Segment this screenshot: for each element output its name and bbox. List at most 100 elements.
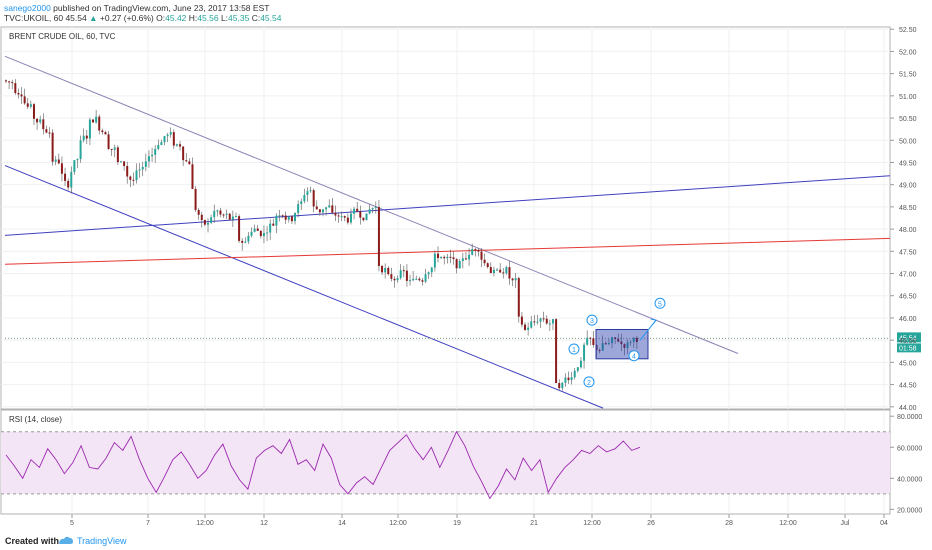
candle-body xyxy=(570,377,573,381)
candle-body xyxy=(511,278,514,281)
last-price-badge xyxy=(897,332,921,343)
candle-body xyxy=(452,257,455,260)
price-tick-label: 50.50 xyxy=(899,116,917,123)
candle-body xyxy=(371,208,374,210)
candle-body xyxy=(160,142,163,145)
open-value: O:45.42 xyxy=(156,13,187,23)
candle-body xyxy=(294,213,297,222)
wave-label: 1 xyxy=(572,347,576,354)
candle-body xyxy=(632,337,635,342)
candle-body xyxy=(614,337,617,339)
candle-body xyxy=(381,265,384,273)
candle-body xyxy=(635,337,638,343)
candle-body xyxy=(318,209,321,213)
time-tick-label: 19 xyxy=(453,520,461,527)
candle-body xyxy=(356,208,359,212)
candle-body xyxy=(297,204,300,214)
candle-body xyxy=(349,213,352,223)
candle-body xyxy=(573,370,576,378)
time-tick-label: Jul xyxy=(841,520,850,527)
author-link[interactable]: sanego2000 xyxy=(4,3,51,13)
rsi-tick-label: 60.0000 xyxy=(897,445,922,452)
candle-body xyxy=(222,214,225,216)
consolidation-box[interactable] xyxy=(595,328,649,360)
candle-body xyxy=(517,278,520,317)
candle-body xyxy=(322,209,324,213)
candle-body xyxy=(486,263,489,268)
candle-body xyxy=(126,165,129,177)
wave-marker xyxy=(628,350,640,362)
publish-line: sanego2000 published on TradingView.com,… xyxy=(4,3,269,13)
candle-body xyxy=(436,253,439,259)
candle-body xyxy=(533,321,536,323)
candle-body xyxy=(269,223,272,233)
countdown-label: 01:58 xyxy=(899,345,917,352)
candle-body xyxy=(458,260,461,269)
candle-body xyxy=(26,103,29,107)
candle-body xyxy=(489,267,492,274)
candle-body xyxy=(166,134,169,137)
candle-body xyxy=(278,215,281,217)
candle-body xyxy=(331,205,334,213)
up-arrow-icon: ▲ xyxy=(89,13,98,23)
candle-body xyxy=(262,233,265,237)
time-tick-label: 12:00 xyxy=(779,520,797,527)
time-tick-label: 12:00 xyxy=(196,520,214,527)
trendline-lower[interactable] xyxy=(4,165,604,409)
candle-body xyxy=(36,118,39,123)
candle-body xyxy=(312,190,315,207)
candle-body xyxy=(48,132,51,134)
candle-body xyxy=(629,341,632,343)
chart-title: BRENT CRUDE OIL, 60, TVC xyxy=(9,32,116,41)
rising-blue-line[interactable] xyxy=(4,175,890,236)
time-tick-label: 14 xyxy=(338,520,346,527)
candle-body xyxy=(82,135,85,141)
candle-body xyxy=(390,274,393,279)
wave-label: 4 xyxy=(632,354,636,361)
candle-body xyxy=(175,144,178,146)
candle-body xyxy=(138,169,141,171)
candle-body xyxy=(415,278,418,280)
last-price: 45.54 xyxy=(65,13,87,23)
candle-body xyxy=(281,215,284,217)
candle-body xyxy=(405,270,408,281)
rsi-tick-label: 20.0000 xyxy=(897,507,922,514)
candle-body xyxy=(163,136,166,143)
symbol-label: TVC:UKOIL, 60 xyxy=(4,13,64,23)
candle-body xyxy=(119,161,122,163)
candle-body xyxy=(88,119,91,139)
candle-body xyxy=(57,159,60,164)
candle-body xyxy=(194,188,197,210)
candle-body xyxy=(384,267,387,273)
rising-red-line[interactable] xyxy=(4,237,890,265)
candle-body xyxy=(555,319,558,384)
candle-body xyxy=(583,344,586,361)
candle-body xyxy=(412,278,415,281)
candle-body xyxy=(135,170,138,181)
candle-body xyxy=(45,129,48,133)
price-tick-label: 49.00 xyxy=(899,183,917,190)
low-value: L:45.35 xyxy=(220,13,250,23)
candle-body xyxy=(8,81,11,83)
candle-body xyxy=(123,161,126,166)
tradingview-logo-icon xyxy=(59,536,73,544)
price-tick-label: 49.50 xyxy=(899,160,917,167)
candle-body xyxy=(17,92,20,95)
candle-body xyxy=(42,119,45,130)
candle-body xyxy=(527,327,530,330)
candle-body xyxy=(231,216,234,220)
candle-body xyxy=(480,251,483,260)
candle-body xyxy=(110,148,113,150)
candle-body xyxy=(530,321,533,328)
candle-body xyxy=(502,272,505,274)
price-tick-label: 47.50 xyxy=(899,249,917,256)
candle-body xyxy=(561,382,564,389)
main-pane[interactable] xyxy=(0,26,891,410)
tradingview-link[interactable]: TradingView xyxy=(77,536,127,546)
candle-body xyxy=(626,342,629,348)
trendline-upper[interactable] xyxy=(4,55,739,354)
candle-body xyxy=(290,216,293,222)
candle-body xyxy=(309,190,312,192)
candle-body xyxy=(151,154,154,157)
candle-body xyxy=(225,213,228,215)
